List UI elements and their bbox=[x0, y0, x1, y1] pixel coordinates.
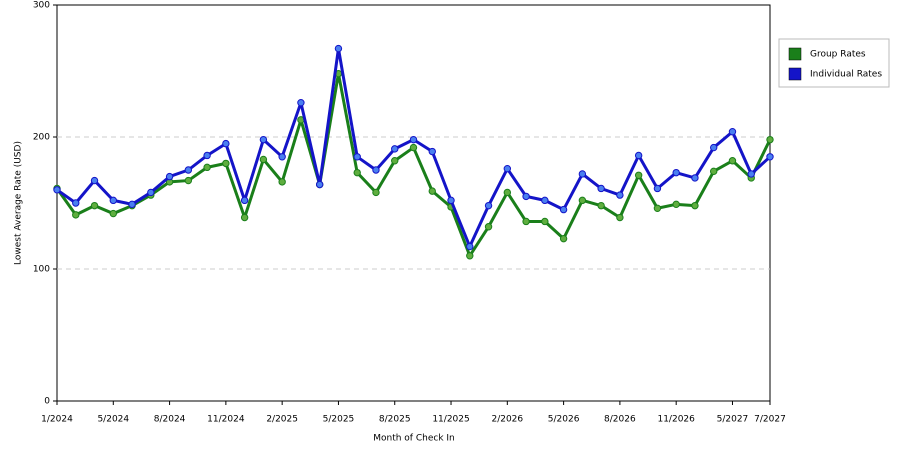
data-point bbox=[503, 188, 512, 197]
plot-area bbox=[56, 4, 771, 402]
data-point bbox=[616, 213, 624, 222]
data-point bbox=[578, 196, 587, 205]
data-point bbox=[353, 153, 361, 161]
data-point bbox=[728, 157, 737, 165]
data-point bbox=[597, 184, 605, 193]
data-point bbox=[691, 201, 699, 210]
data-point bbox=[203, 163, 211, 172]
data-point bbox=[109, 209, 117, 218]
data-point bbox=[391, 157, 399, 165]
x-tick-label: 8/2025 bbox=[379, 415, 411, 425]
x-tick-label: 7/2027 bbox=[754, 415, 786, 425]
data-point bbox=[559, 234, 568, 243]
data-point bbox=[466, 252, 474, 260]
y-tick-label: 0 bbox=[44, 397, 50, 407]
x-tick-label: 5/2025 bbox=[323, 415, 355, 425]
data-point bbox=[353, 168, 361, 177]
data-point bbox=[616, 191, 624, 199]
data-point bbox=[278, 153, 286, 161]
x-tick-label: 1/2024 bbox=[41, 415, 73, 425]
data-point bbox=[184, 176, 193, 185]
data-point bbox=[766, 153, 774, 161]
data-point bbox=[597, 201, 605, 210]
data-point bbox=[484, 223, 493, 231]
data-point bbox=[222, 139, 230, 148]
x-axis-label: Month of Check In bbox=[373, 434, 455, 444]
legend-label: Individual Rates bbox=[810, 70, 882, 80]
data-point bbox=[90, 176, 99, 185]
data-point bbox=[147, 188, 155, 197]
data-point bbox=[372, 188, 380, 197]
data-point bbox=[240, 196, 249, 205]
data-point bbox=[653, 184, 662, 193]
data-point bbox=[222, 159, 230, 168]
x-tick-label: 11/2026 bbox=[657, 415, 695, 425]
data-point bbox=[747, 170, 755, 178]
data-point bbox=[428, 147, 436, 156]
x-tick-label: 8/2026 bbox=[604, 415, 636, 425]
data-point bbox=[503, 164, 512, 173]
data-point bbox=[109, 196, 117, 205]
data-point bbox=[653, 204, 662, 212]
data-point bbox=[409, 143, 418, 152]
data-point bbox=[240, 213, 249, 222]
data-point bbox=[634, 171, 643, 179]
data-point bbox=[710, 143, 718, 152]
data-point bbox=[72, 211, 80, 219]
data-point bbox=[710, 167, 718, 176]
x-tick-label: 11/2025 bbox=[432, 415, 469, 425]
legend-swatch bbox=[788, 47, 802, 61]
data-point bbox=[766, 135, 774, 144]
data-point bbox=[559, 205, 568, 214]
data-point bbox=[634, 151, 643, 160]
data-point bbox=[297, 98, 305, 107]
x-tick-label: 8/2024 bbox=[154, 415, 186, 425]
y-tick-label: 200 bbox=[33, 133, 50, 143]
legend-label: Group Rates bbox=[810, 50, 866, 60]
data-point bbox=[90, 201, 99, 210]
data-point bbox=[466, 242, 474, 251]
data-point bbox=[259, 135, 268, 144]
x-tick-label: 5/2027 bbox=[717, 415, 749, 425]
data-point bbox=[522, 217, 530, 226]
data-point bbox=[541, 196, 549, 205]
data-point bbox=[203, 151, 211, 160]
data-point bbox=[428, 187, 436, 195]
data-point bbox=[259, 155, 268, 164]
data-point bbox=[278, 178, 286, 186]
y-tick-label: 300 bbox=[33, 1, 50, 11]
y-axis-label: Lowest Average Rate (USD) bbox=[14, 141, 24, 265]
data-point bbox=[391, 145, 399, 153]
data-point bbox=[372, 166, 380, 174]
data-point bbox=[184, 166, 193, 174]
data-point bbox=[165, 172, 174, 181]
data-point bbox=[578, 170, 587, 178]
x-tick-label: 5/2026 bbox=[548, 415, 580, 425]
data-point bbox=[409, 135, 418, 144]
data-point bbox=[128, 200, 136, 209]
y-tick-label: 100 bbox=[33, 265, 50, 275]
data-point bbox=[315, 180, 324, 189]
data-point bbox=[691, 174, 699, 182]
x-tick-label: 2/2025 bbox=[266, 415, 298, 425]
x-tick-label: 11/2024 bbox=[207, 415, 245, 425]
data-point bbox=[672, 168, 680, 177]
data-point bbox=[728, 128, 737, 136]
data-point bbox=[334, 44, 343, 53]
data-point bbox=[72, 199, 80, 207]
x-tick-label: 5/2024 bbox=[97, 415, 129, 425]
legend-swatch bbox=[788, 67, 802, 81]
data-point bbox=[484, 201, 493, 210]
data-point bbox=[53, 186, 61, 194]
x-tick-label: 2/2026 bbox=[491, 415, 523, 425]
data-point bbox=[672, 200, 680, 209]
data-point bbox=[541, 217, 549, 226]
data-point bbox=[447, 196, 455, 205]
data-point bbox=[522, 192, 530, 201]
